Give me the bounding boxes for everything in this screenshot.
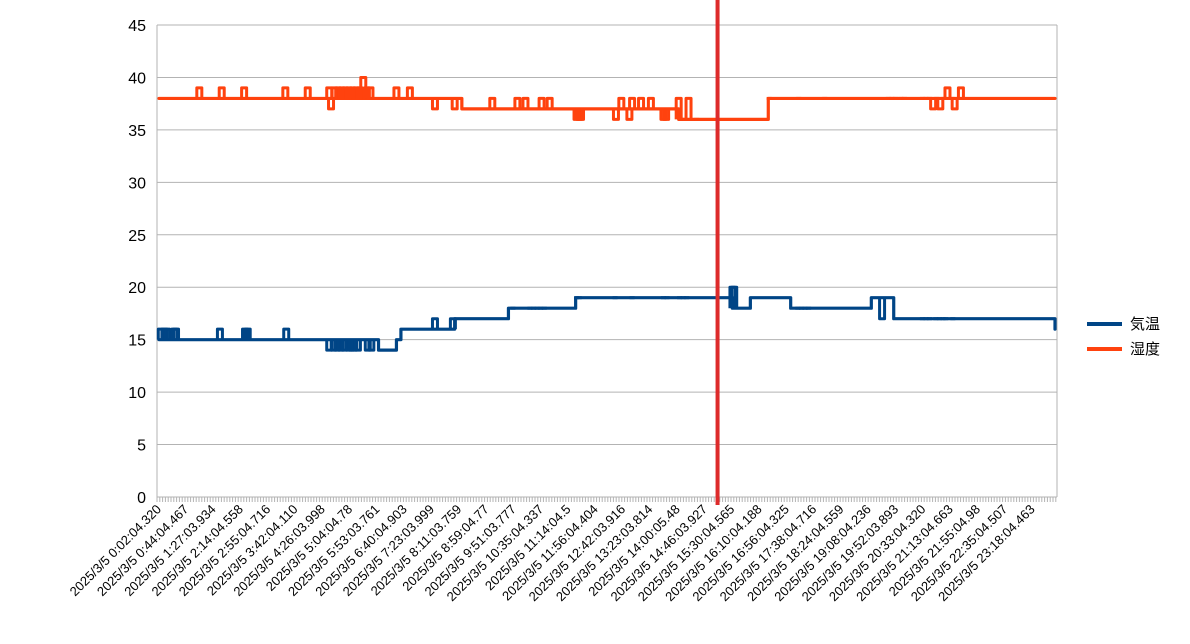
series-spike — [163, 327, 172, 340]
legend: 気温 湿度 — [1087, 316, 1160, 358]
series-spike — [956, 86, 965, 99]
series-spike — [430, 98, 439, 111]
legend-label-humidity: 湿度 — [1130, 341, 1160, 358]
y-tick-label: 35 — [128, 123, 146, 140]
series-spike — [430, 317, 439, 330]
series-spike — [936, 98, 945, 111]
series-line-humidity — [157, 96, 1057, 121]
y-tick-label: 30 — [128, 175, 146, 192]
series-spike — [521, 96, 530, 109]
series-spike — [929, 98, 938, 111]
series-spike — [646, 96, 655, 109]
data-series — [156, 75, 1057, 352]
series-spike — [943, 86, 952, 99]
series-spike — [367, 339, 376, 352]
series-spike — [240, 86, 249, 99]
y-tick-label: 15 — [128, 333, 146, 350]
series-spike — [611, 108, 620, 121]
series-spike — [450, 98, 459, 111]
series-spike — [488, 96, 497, 109]
series-spike — [172, 327, 181, 340]
series-spike — [448, 317, 457, 330]
series-spike — [617, 96, 626, 109]
y-tick-label: 5 — [137, 438, 146, 455]
series-spike — [303, 86, 312, 99]
series-line-temperature — [157, 296, 1057, 352]
series-spike — [281, 86, 290, 99]
series-spike — [366, 86, 375, 99]
series-spike — [195, 86, 204, 99]
series-spike — [215, 327, 224, 340]
series-spike — [950, 98, 959, 111]
y-axis-tick-labels: 0 5 10 15 20 25 30 35 40 45 — [128, 18, 146, 507]
series-spike — [674, 96, 683, 120]
grid-lines — [157, 24, 1057, 446]
series-spike — [545, 96, 554, 109]
series-spike — [243, 327, 252, 340]
series-spike — [513, 96, 522, 109]
series-spike — [537, 96, 546, 109]
series-spike — [637, 96, 646, 109]
legend-label-temperature: 気温 — [1130, 316, 1160, 333]
series-spike — [327, 98, 336, 111]
y-tick-label: 40 — [128, 70, 146, 87]
series-spike — [217, 86, 226, 99]
series-spike — [282, 327, 291, 340]
series-spike — [577, 108, 586, 121]
y-tick-label: 0 — [137, 490, 146, 507]
series-spike — [878, 297, 887, 321]
series-spike — [662, 108, 671, 121]
series-spike — [353, 339, 362, 352]
axes — [156, 25, 1058, 502]
series-spike — [405, 86, 414, 99]
series-spike — [392, 86, 401, 99]
series-spike — [684, 96, 693, 120]
y-tick-label: 10 — [128, 385, 146, 402]
series-spike — [628, 96, 637, 109]
y-tick-label: 20 — [128, 280, 146, 297]
y-tick-label: 25 — [128, 228, 146, 245]
series-spike — [730, 285, 739, 309]
y-tick-label: 45 — [128, 18, 146, 35]
series-spike — [625, 108, 634, 121]
